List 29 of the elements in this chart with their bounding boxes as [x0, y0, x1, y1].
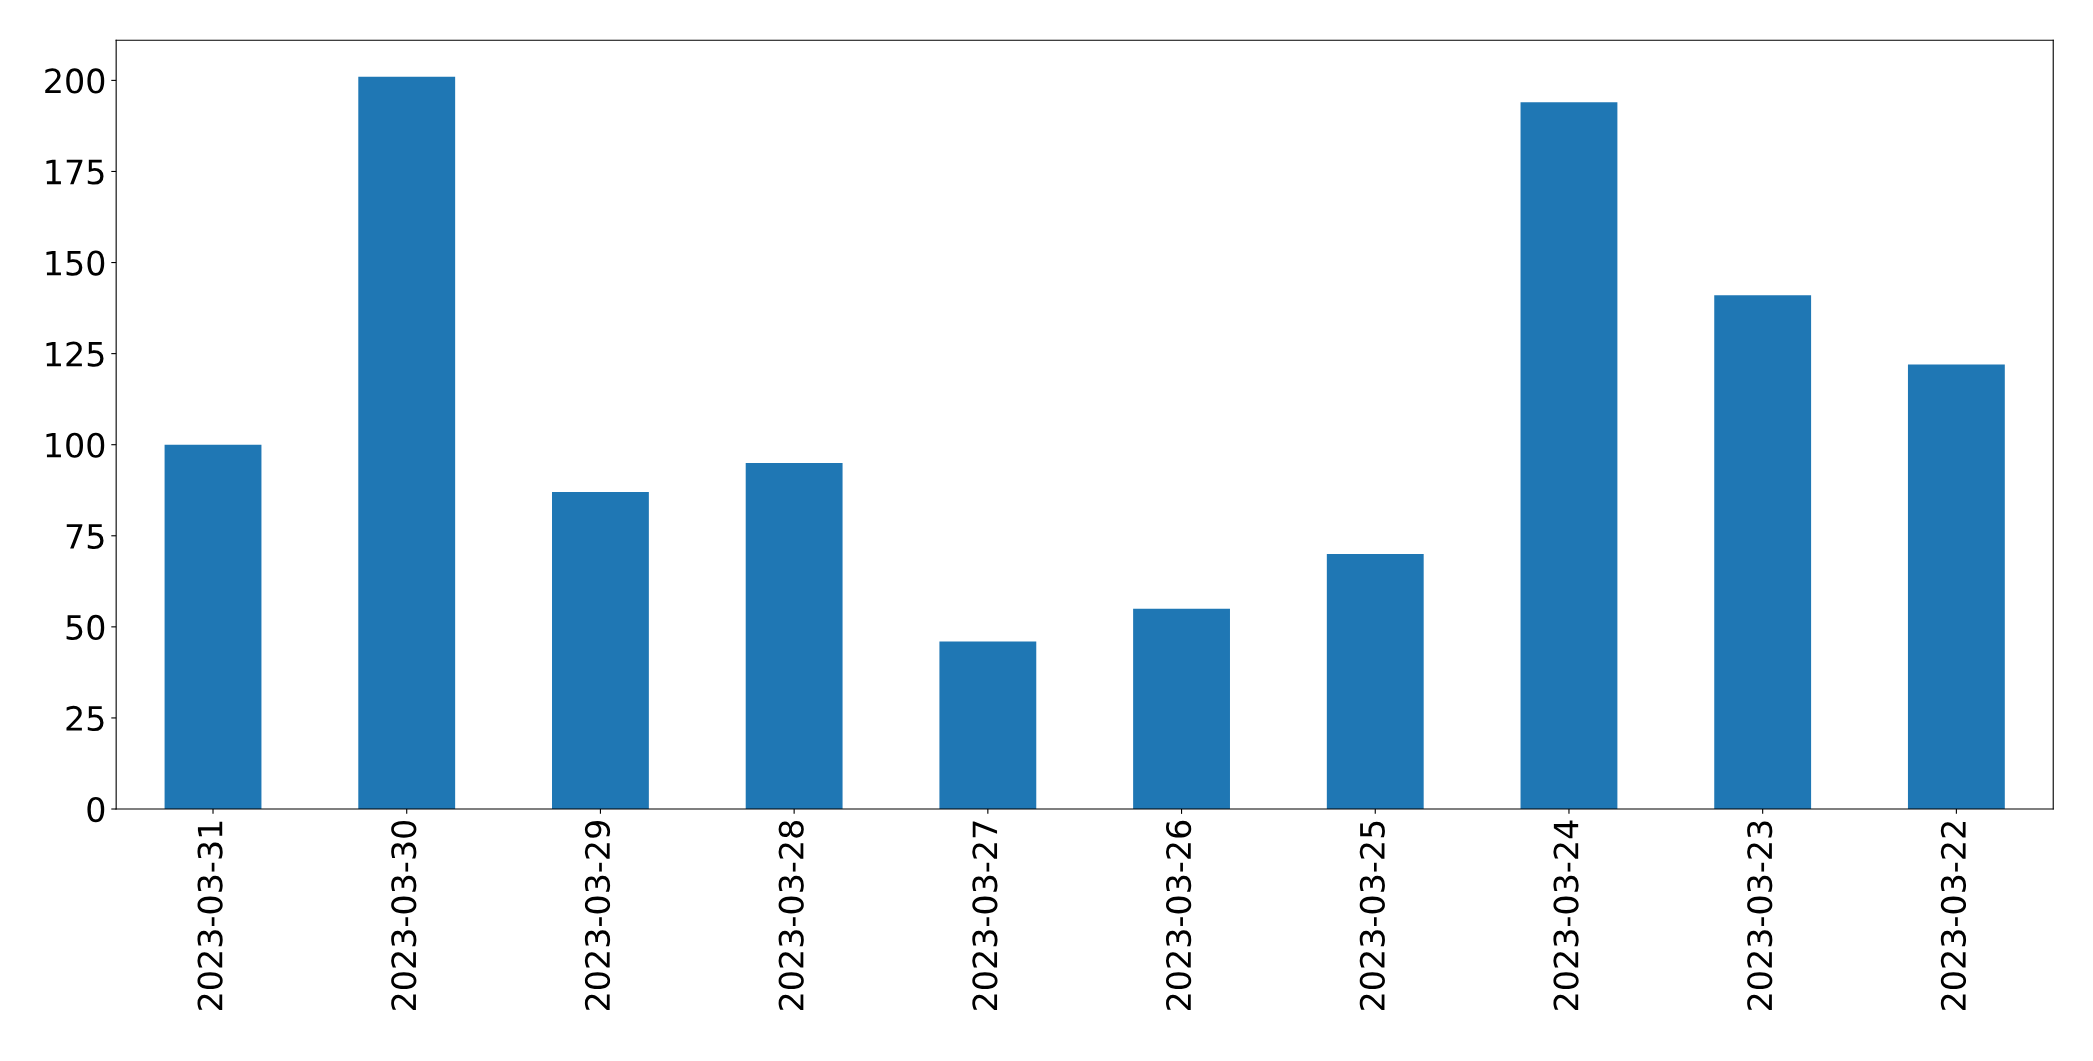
- x-tick-label: 2023-03-26: [1166, 820, 1192, 1011]
- x-tick-label: 2023-03-30: [391, 820, 417, 1011]
- bar: [1907, 364, 2005, 810]
- x-tick-label: 2023-03-27: [972, 821, 998, 1011]
- x-tick-label: 2023-03-25: [1359, 821, 1385, 1011]
- x-tick-label: 2023-03-28: [778, 821, 804, 1011]
- bar: [1520, 102, 1618, 810]
- x-tick-label: 2023-03-22: [1940, 822, 1967, 1011]
- y-tick-label: 200: [45, 68, 105, 94]
- y-tick-label: 125: [46, 341, 104, 367]
- x-tick-label: 2023-03-29: [584, 821, 611, 1011]
- bar: [358, 76, 456, 810]
- y-tick-label: 0: [87, 796, 105, 823]
- x-tick-label: 2023-03-31: [197, 821, 223, 1011]
- y-tick-label: 150: [46, 250, 105, 276]
- bar: [164, 444, 262, 810]
- y-tick-label: 75: [66, 524, 104, 549]
- y-tick-label: 50: [66, 614, 105, 640]
- x-tick-label: 2023-03-23: [1747, 821, 1773, 1011]
- y-tick-label: 175: [46, 159, 104, 185]
- y-tick-label: 25: [66, 705, 104, 732]
- bar: [1326, 554, 1424, 810]
- x-tick-label: 2023-03-24: [1553, 820, 1579, 1011]
- bar: [1714, 295, 1812, 810]
- bar: [552, 492, 649, 810]
- bar: [939, 641, 1037, 810]
- bar: [745, 462, 843, 810]
- bar: [1133, 608, 1230, 810]
- y-tick-label: 100: [46, 432, 105, 458]
